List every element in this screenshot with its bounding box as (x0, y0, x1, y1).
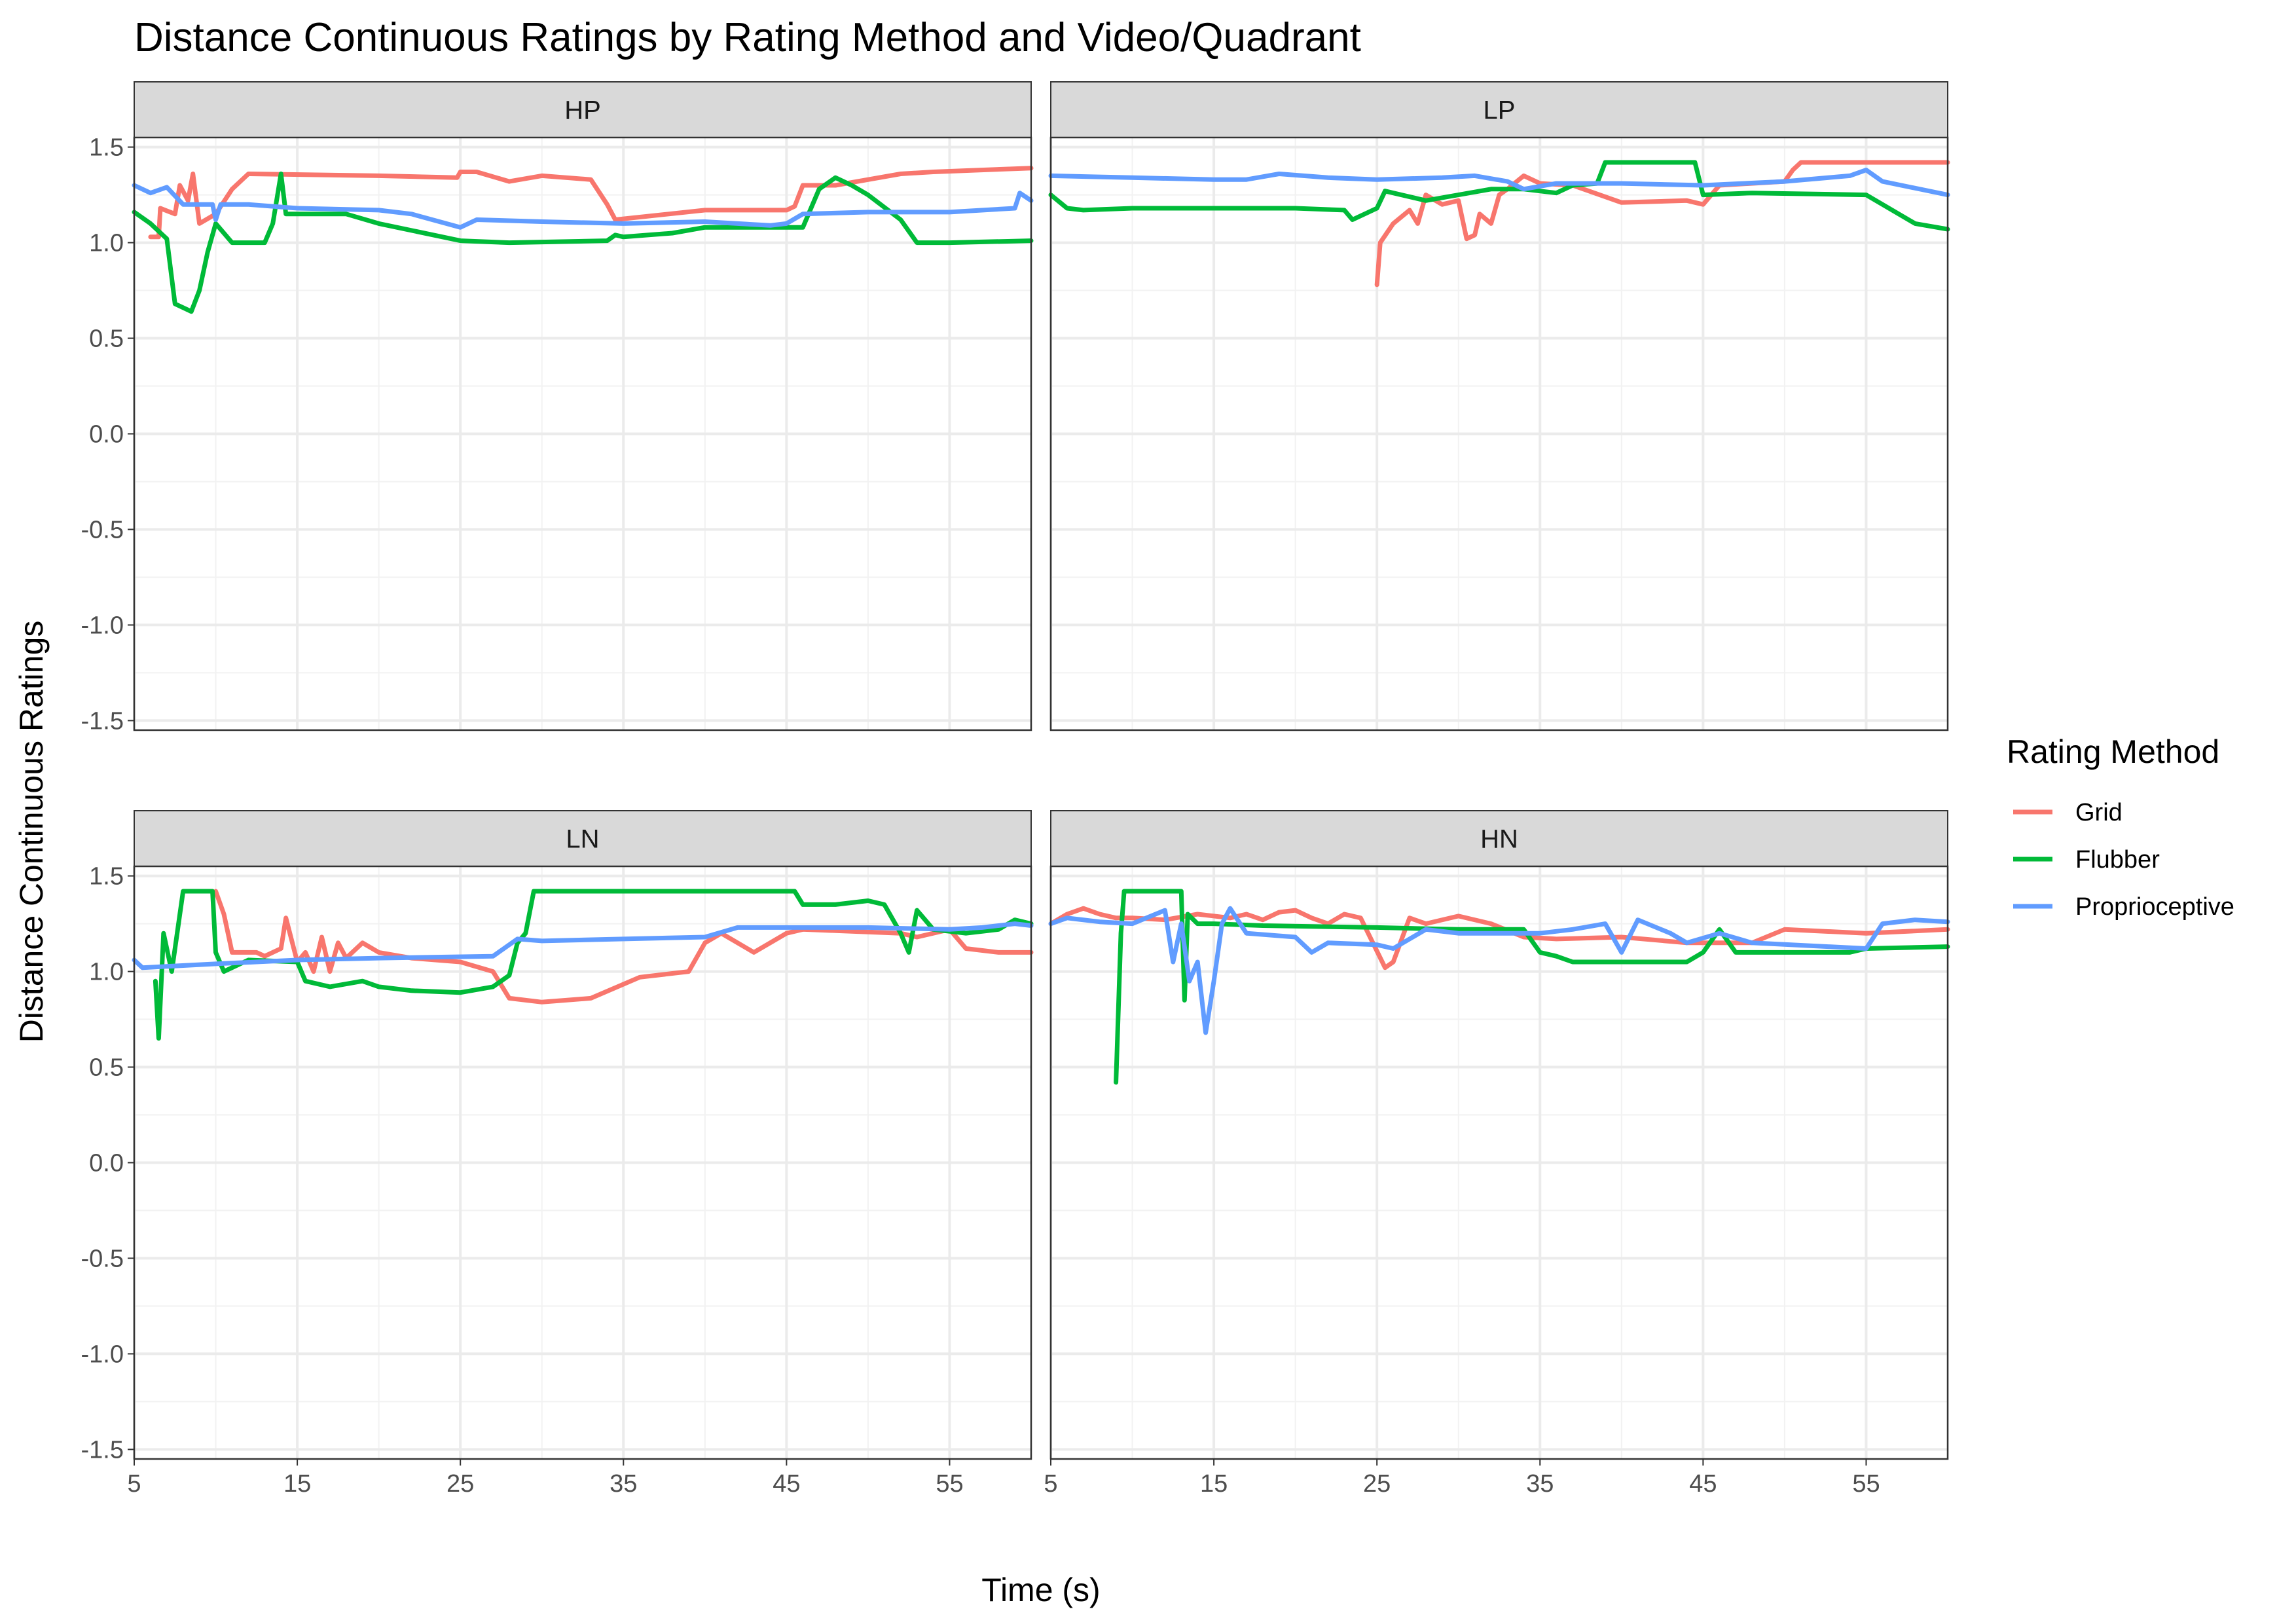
x-tick-label: 45 (773, 1470, 800, 1498)
series-line-flubber (132, 172, 1034, 314)
panel-ln: LN 1.5 1.0 0.5 0.0 -0.5 -1.0 -1.55 15 25 35 45 55 (81, 810, 1034, 1498)
legend-label-proprioceptive: Proprioceptive (2075, 893, 2234, 921)
y-tick-label: 1.5 (89, 134, 124, 162)
series-line-flubber (153, 889, 1034, 1041)
panel-border (1049, 136, 1949, 731)
series-line-grid (1048, 906, 1950, 970)
strip-background (1050, 81, 1948, 138)
x-tick-label: 45 (1689, 1470, 1717, 1498)
strip-background (134, 81, 1032, 138)
y-tick-label: 1.0 (89, 959, 124, 986)
strip-label: LP (1484, 96, 1516, 125)
panel-hp: HP 1.5 1.0 0.5 0.0 -0.5 -1.0 -1.5 (81, 81, 1034, 735)
legend-label-flubber: Flubber (2075, 846, 2160, 874)
y-tick-label: -0.5 (81, 516, 124, 544)
series-line-proprioceptive (132, 183, 1034, 230)
y-tick-label: -1.0 (81, 1340, 124, 1368)
strip-label: LN (566, 825, 599, 854)
series-line-grid (148, 166, 1034, 240)
y-tick-label: -1.0 (81, 612, 124, 639)
x-tick-label: 25 (1363, 1470, 1391, 1498)
strip-label: HP (564, 96, 601, 125)
x-tick-label: 35 (610, 1470, 637, 1498)
series-line-proprioceptive (132, 921, 1034, 970)
panel-border (1049, 865, 1949, 1460)
series-line-proprioceptive (1048, 906, 1950, 1035)
x-tick-label: 25 (446, 1470, 474, 1498)
legend-label-grid: Grid (2075, 799, 2123, 826)
series-line-grid (213, 889, 1034, 1005)
legend: Rating Method Grid Flubber Proprioceptive (2007, 733, 2234, 921)
y-tick-label: -1.5 (81, 1436, 124, 1464)
chart-title: Distance Continuous Ratings by Rating Me… (134, 15, 1361, 60)
y-axis-title: Distance Continuous Ratings (13, 621, 50, 1043)
y-tick-label: -1.5 (81, 707, 124, 735)
y-tick-label: 0.5 (89, 325, 124, 353)
y-tick-label: 1.0 (89, 230, 124, 257)
y-tick-label: 1.5 (89, 863, 124, 891)
x-tick-label: 5 (1044, 1470, 1057, 1498)
y-tick-label: 0.0 (89, 1150, 124, 1177)
x-tick-label: 55 (1852, 1470, 1880, 1498)
x-axis-title: Time (s) (981, 1572, 1100, 1608)
x-tick-label: 15 (1200, 1470, 1228, 1498)
series-line-flubber (1048, 160, 1950, 232)
strip-background (134, 810, 1032, 867)
x-tick-label: 55 (936, 1470, 963, 1498)
y-tick-label: -0.5 (81, 1245, 124, 1272)
y-tick-label: 0.5 (89, 1054, 124, 1082)
legend-entries: Grid Flubber Proprioceptive (2013, 799, 2234, 921)
x-tick-label: 35 (1526, 1470, 1554, 1498)
series-line-proprioceptive (1048, 168, 1950, 198)
strip-label: HN (1480, 825, 1518, 854)
panel-lp: LP (1048, 81, 1950, 731)
x-tick-label: 5 (127, 1470, 141, 1498)
strip-background (1050, 810, 1948, 867)
y-tick-label: 0.0 (89, 421, 124, 449)
panels: HP 1.5 1.0 0.5 0.0 -0.5 -1.0 -1.5 LP LN 1.5 1.0 0.5 0… (81, 81, 1950, 1498)
x-tick-label: 15 (283, 1470, 311, 1498)
panel-hn: HN 5 15 25 35 45 55 (1044, 810, 1950, 1498)
legend-title: Rating Method (2007, 733, 2219, 770)
